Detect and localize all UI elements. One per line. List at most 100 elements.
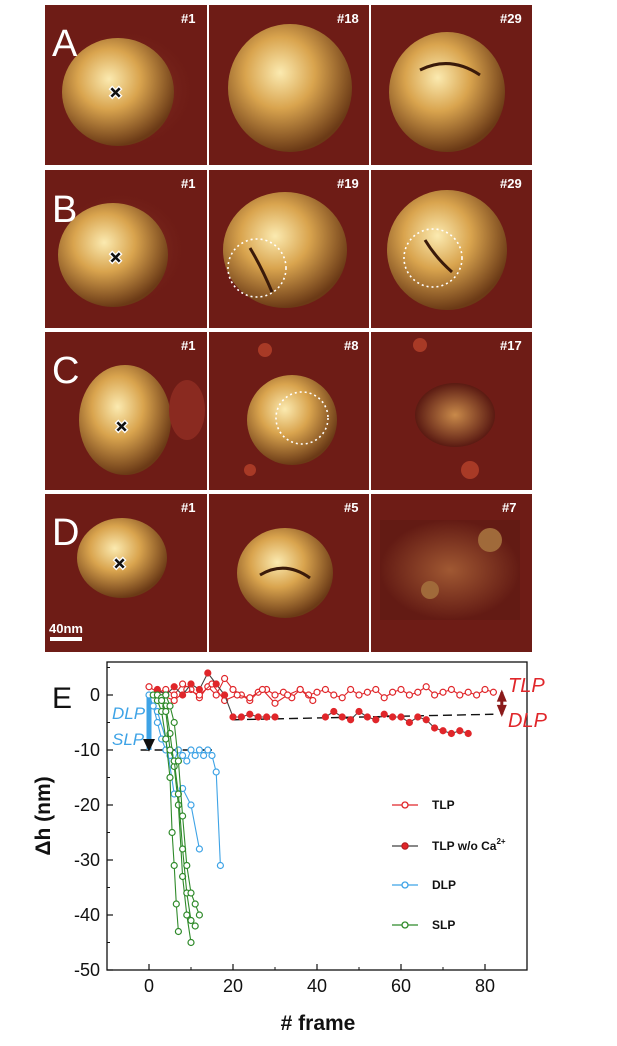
data-point xyxy=(456,691,464,699)
micrograph-grid: A #1 #18 #29 ✖ B #1 #19 #29 ✖ xyxy=(45,5,532,652)
data-point xyxy=(170,696,178,705)
data-point xyxy=(204,669,212,677)
data-point xyxy=(187,801,195,809)
frame-label: #5 xyxy=(344,500,358,515)
legend-marker-icon xyxy=(401,842,409,850)
debris xyxy=(421,581,439,599)
data-point xyxy=(195,685,203,694)
data-point xyxy=(166,702,174,710)
data-point xyxy=(447,685,455,694)
row-label: A xyxy=(52,23,78,65)
data-point xyxy=(191,922,199,930)
y-tick-label: -50 xyxy=(74,960,100,980)
data-point xyxy=(363,713,371,721)
data-point xyxy=(208,751,216,760)
data-point xyxy=(162,691,170,699)
data-point xyxy=(195,746,203,754)
data-point xyxy=(187,916,195,925)
series-line xyxy=(156,711,200,850)
data-point xyxy=(229,685,237,694)
data-point xyxy=(397,713,405,721)
highlight-circle xyxy=(227,238,287,298)
frame-label: #19 xyxy=(337,176,359,191)
particle xyxy=(387,190,507,310)
data-point xyxy=(174,801,182,809)
data-point xyxy=(389,713,397,721)
scale-bar-label: 40nm xyxy=(49,621,83,636)
particle xyxy=(237,528,333,618)
series-dlp xyxy=(145,691,224,870)
chart-e: E 0 20 40 60 80 0 -10 -20 -30 -40 -50 # frame Δh (… xyxy=(32,661,548,1035)
data-point xyxy=(330,707,338,716)
data-point xyxy=(372,716,380,724)
data-point xyxy=(296,685,304,694)
particle-ridge xyxy=(248,247,274,293)
data-point xyxy=(237,713,245,721)
data-point xyxy=(179,751,187,760)
particle xyxy=(223,192,347,308)
chart-guides xyxy=(140,689,507,752)
tip-marker-icon: ✖ xyxy=(114,417,129,437)
frame-label: #29 xyxy=(500,176,522,191)
data-point xyxy=(229,713,237,721)
data-point xyxy=(153,718,161,727)
particle xyxy=(77,518,167,598)
legend: TLP TLP w/o Ca2+ DLP SLP xyxy=(392,798,506,932)
data-point xyxy=(254,713,262,721)
highlight-circle xyxy=(403,228,463,288)
data-point xyxy=(200,751,208,760)
data-point xyxy=(221,674,229,683)
frame-label: #29 xyxy=(500,11,522,26)
y-tick-label: -10 xyxy=(74,740,100,760)
legend-label: TLP xyxy=(432,798,455,812)
frame-label: #1 xyxy=(181,176,195,191)
legend-marker-icon xyxy=(401,801,409,809)
data-point xyxy=(195,911,203,919)
scale-bar xyxy=(50,637,82,641)
data-point xyxy=(187,680,195,688)
frame-label: #1 xyxy=(181,338,195,353)
data-point xyxy=(422,716,430,724)
legend-item-slp: SLP xyxy=(392,918,455,932)
data-point xyxy=(389,688,397,696)
tip-marker-icon: ✖ xyxy=(112,554,127,574)
series-tlp xyxy=(145,674,497,707)
data-point xyxy=(204,746,212,754)
data-point xyxy=(183,757,191,765)
legend-marker-icon xyxy=(401,881,409,889)
data-point xyxy=(380,710,388,718)
data-point xyxy=(355,691,363,699)
row-c: C #1 #8 #17 ✖ xyxy=(45,332,532,490)
data-point xyxy=(405,718,413,727)
frame-label: #17 xyxy=(500,338,522,353)
data-point xyxy=(172,900,180,908)
data-point xyxy=(258,685,266,694)
data-point xyxy=(431,691,439,699)
data-point xyxy=(363,688,371,696)
data-point xyxy=(464,688,472,696)
data-point xyxy=(447,729,455,738)
debris xyxy=(169,380,205,440)
y-tick-label: 0 xyxy=(90,685,100,705)
legend-item-tlp-wo-ca: TLP w/o Ca2+ xyxy=(392,837,506,853)
data-point xyxy=(179,812,187,820)
debris xyxy=(258,343,272,357)
data-point xyxy=(309,696,317,705)
data-point xyxy=(372,685,380,694)
data-point xyxy=(179,680,187,688)
arrow-head-icon xyxy=(496,689,507,702)
data-point xyxy=(473,691,481,699)
highlight-circle xyxy=(275,391,329,445)
data-point xyxy=(212,691,220,699)
particle xyxy=(79,365,171,475)
data-point xyxy=(183,911,191,919)
row-b: B #1 #19 #29 ✖ xyxy=(45,170,532,328)
data-point xyxy=(422,683,430,691)
data-point xyxy=(233,691,241,699)
y-tick-label: -40 xyxy=(74,905,100,925)
data-point xyxy=(271,713,279,721)
particle-ridge xyxy=(419,62,481,77)
legend-label: TLP w/o Ca2+ xyxy=(432,837,506,853)
data-point xyxy=(347,685,355,694)
data-point xyxy=(212,768,220,776)
